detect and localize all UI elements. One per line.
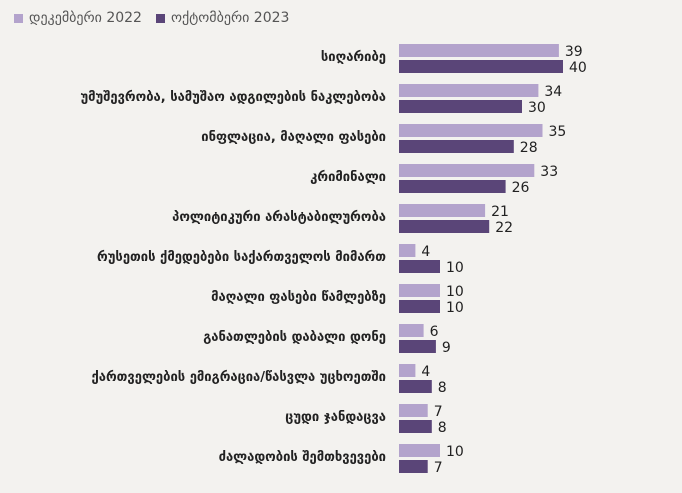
bar-series-1 [399, 44, 559, 57]
bar-series-1 [399, 444, 440, 457]
value-label-series-2: 28 [520, 140, 538, 156]
value-label-series-2: 8 [438, 380, 447, 396]
value-label-series-2: 26 [512, 180, 530, 196]
bar-series-1 [399, 324, 424, 337]
legend-label-series-2: ოქტომბერი 2023 [170, 10, 290, 26]
bar-series-2 [399, 220, 490, 233]
value-label-series-2: 9 [442, 340, 451, 356]
value-label-series-2: 8 [438, 420, 447, 436]
category-label: სიღარიბე [321, 50, 386, 65]
bar-series-1 [399, 124, 543, 137]
bar-series-2 [399, 340, 436, 353]
bar-series-2 [399, 260, 440, 273]
bar-series-2 [399, 60, 563, 73]
bar-series-1 [399, 204, 486, 217]
value-label-series-1: 34 [544, 84, 562, 100]
bar-series-2 [399, 180, 506, 193]
bar-series-1 [399, 84, 539, 97]
category-label: განათლების დაბალი დონე [203, 330, 386, 345]
value-label-series-2: 30 [528, 100, 546, 116]
value-label-series-1: 21 [491, 204, 509, 220]
value-label-series-1: 10 [446, 284, 464, 300]
value-label-series-1: 33 [540, 164, 558, 180]
value-label-series-1: 6 [430, 324, 439, 340]
value-label-series-2: 22 [495, 220, 513, 236]
value-label-series-1: 35 [549, 124, 567, 140]
bar-series-1 [399, 164, 535, 177]
legend-swatch-series-2 [155, 13, 165, 23]
bar-series-1 [399, 364, 416, 377]
category-label: უმუშევრობა, სამუშაო ადგილების ნაკლებობა [80, 90, 386, 105]
category-label: ცუდი ჯანდაცვა [285, 410, 386, 425]
category-label: ძალადობის შემთხვევები [219, 450, 386, 465]
category-label: მაღალი ფასები წამლებზე [211, 290, 386, 305]
value-label-series-1: 4 [421, 364, 430, 380]
value-label-series-2: 7 [434, 460, 443, 476]
value-label-series-2: 40 [569, 60, 587, 76]
bar-series-2 [399, 420, 432, 433]
category-label: კრიმინალი [310, 170, 386, 185]
bar-series-2 [399, 140, 514, 153]
bar-series-1 [399, 284, 440, 297]
category-label: ინფლაცია, მაღალი ფასები [201, 130, 386, 145]
value-label-series-1: 39 [565, 44, 583, 60]
legend-label-series-1: დეკემბერი 2022 [29, 10, 142, 26]
bar-series-2 [399, 460, 428, 473]
category-label: რუსეთის ქმედებები საქართველოს მიმართ [97, 250, 386, 265]
bar-series-2 [399, 300, 440, 313]
category-label: ქართველების ემიგრაცია/წასვლა უცხოეთში [91, 370, 386, 385]
legend-item-series-2: ოქტომბერი 2023 [155, 10, 290, 26]
value-label-series-1: 7 [434, 404, 443, 420]
legend: დეკემბერი 2022 ოქტომბერი 2023 [14, 10, 289, 26]
bar-series-2 [399, 380, 432, 393]
value-label-series-1: 4 [421, 244, 430, 260]
bar-series-1 [399, 244, 416, 257]
bar-series-1 [399, 404, 428, 417]
value-label-series-2: 10 [446, 260, 464, 276]
legend-swatch-series-1 [14, 13, 23, 23]
bar-series-2 [399, 100, 522, 113]
value-label-series-2: 10 [446, 300, 464, 316]
legend-item-series-1: დეკემბერი 2022 [14, 10, 142, 26]
category-label: პოლიტიკური არასტაბილურობა [172, 210, 386, 225]
value-label-series-1: 10 [446, 444, 464, 460]
